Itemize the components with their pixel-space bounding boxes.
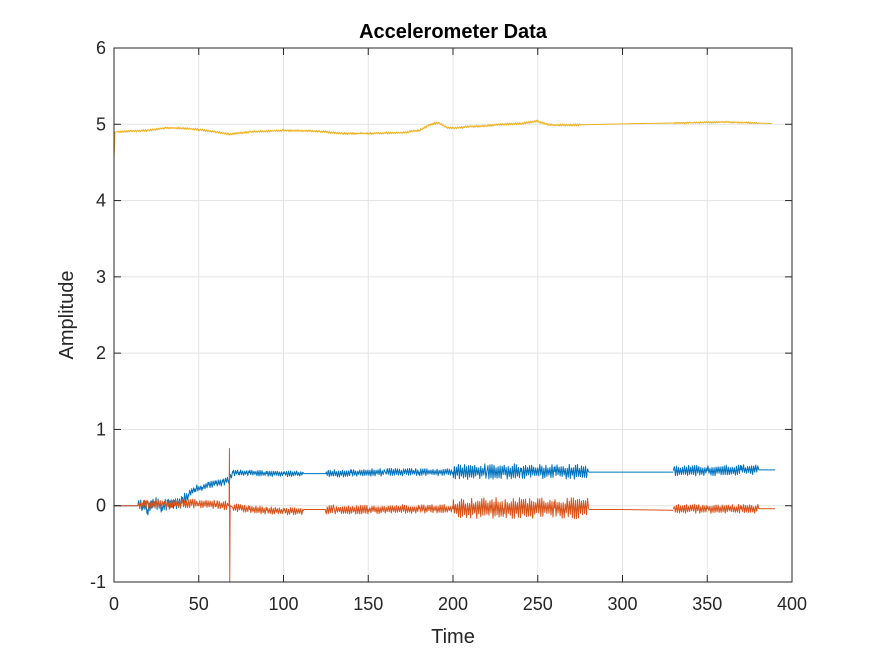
y-tick-label: 3 — [96, 267, 106, 287]
x-tick-label: 300 — [607, 594, 637, 614]
series-3-line — [113, 119, 772, 159]
y-tick-label: 2 — [96, 343, 106, 363]
y-tick-label: 6 — [96, 38, 106, 58]
y-tick-label: -1 — [90, 572, 106, 592]
x-tick-label: 150 — [353, 594, 383, 614]
series-1-line — [672, 464, 776, 477]
series-1 — [114, 463, 776, 516]
x-tick-label: 200 — [438, 594, 468, 614]
y-tick-label: 1 — [96, 419, 106, 439]
series-2-line — [303, 497, 590, 520]
series-3 — [113, 119, 772, 159]
x-axis-label: Time — [431, 626, 475, 648]
series-2-line — [137, 448, 305, 583]
series-1-line — [137, 469, 305, 516]
y-axis-label: Amplitude — [56, 271, 78, 360]
y-tick-label: 5 — [96, 114, 106, 134]
y-tick-label: 0 — [96, 496, 106, 516]
series-2 — [114, 448, 776, 583]
x-tick-label: 0 — [109, 594, 119, 614]
series-2-line — [588, 509, 674, 511]
series-2-line — [672, 503, 776, 514]
y-tick-label: 4 — [96, 191, 106, 211]
chart-title: Accelerometer Data — [359, 21, 548, 43]
x-tick-label: 100 — [268, 594, 298, 614]
x-tick-label: 400 — [777, 594, 807, 614]
series-lines — [113, 119, 776, 583]
x-tick-label: 250 — [523, 594, 553, 614]
series-1-line — [303, 463, 590, 480]
x-tick-label: 350 — [692, 594, 722, 614]
x-tick-label: 50 — [189, 594, 209, 614]
